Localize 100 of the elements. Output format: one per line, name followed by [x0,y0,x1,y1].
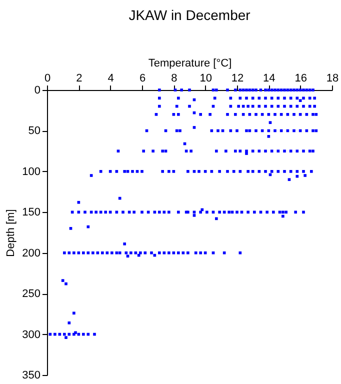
point [251,150,254,152]
point [153,210,156,214]
point [124,251,128,254]
point [104,210,107,214]
point [280,88,283,92]
x-tick-label: 16 [294,72,307,84]
point [70,210,74,214]
point [146,210,150,214]
point [150,251,153,254]
point [142,150,145,152]
point [232,170,236,173]
point [54,332,56,336]
point [222,210,226,214]
point [72,251,76,254]
point [268,121,272,124]
point [122,210,124,214]
point [264,150,267,152]
point [168,251,170,254]
point [302,170,305,173]
point [61,279,64,282]
point [274,129,276,132]
point [212,251,215,254]
point [251,88,254,92]
point [259,88,262,92]
point [238,251,242,254]
point [289,150,292,152]
point [198,170,200,173]
point [302,104,305,108]
point [302,96,305,100]
point [305,113,308,116]
point [93,332,96,336]
x-tick-label: 6 [139,72,146,84]
point [158,96,161,100]
point [258,96,261,100]
point [242,88,245,92]
point [68,321,71,324]
point [177,210,180,214]
point [238,96,242,100]
point [234,150,237,152]
point [115,210,118,214]
x-tick-label: 0 [44,72,51,84]
x-tick-label: 2 [76,72,82,84]
point [132,210,136,214]
x-tick-label: 12 [231,72,244,84]
point [68,251,71,254]
point [238,88,242,92]
point [276,88,280,92]
x-tick-label: 14 [263,72,276,84]
point [192,214,196,217]
point [254,129,258,132]
point [236,129,238,132]
point [72,312,76,315]
point [313,104,316,108]
point [168,170,170,173]
point [158,210,161,214]
point [144,251,147,254]
point [118,251,122,254]
point [63,251,66,254]
point [289,88,292,92]
point [99,210,102,214]
point [172,251,176,254]
point [238,170,242,173]
point [292,88,296,92]
point [276,96,280,100]
point [260,113,264,116]
x-axis-title: Temperature [°C] [148,58,232,70]
point [212,88,215,92]
point [204,251,207,254]
point [251,170,254,173]
point [213,96,216,100]
point [192,170,196,173]
point [280,113,283,116]
point [242,113,245,116]
point [254,113,258,116]
point [82,332,85,336]
point [164,150,168,152]
point [108,210,112,214]
point [72,332,76,336]
point [270,96,274,100]
point [186,170,190,173]
point [270,88,274,92]
point [226,88,229,92]
point [115,251,118,254]
point [69,227,72,230]
point [218,210,221,214]
point [115,170,118,173]
point [267,135,270,138]
point [259,210,262,214]
point [289,170,292,173]
point [77,251,80,254]
point [108,170,112,173]
point [292,129,296,132]
point [284,210,288,214]
point [229,96,232,100]
point [134,251,138,254]
point [294,210,297,214]
point [251,96,254,100]
point [182,251,185,254]
point [140,170,144,173]
point [140,210,144,214]
